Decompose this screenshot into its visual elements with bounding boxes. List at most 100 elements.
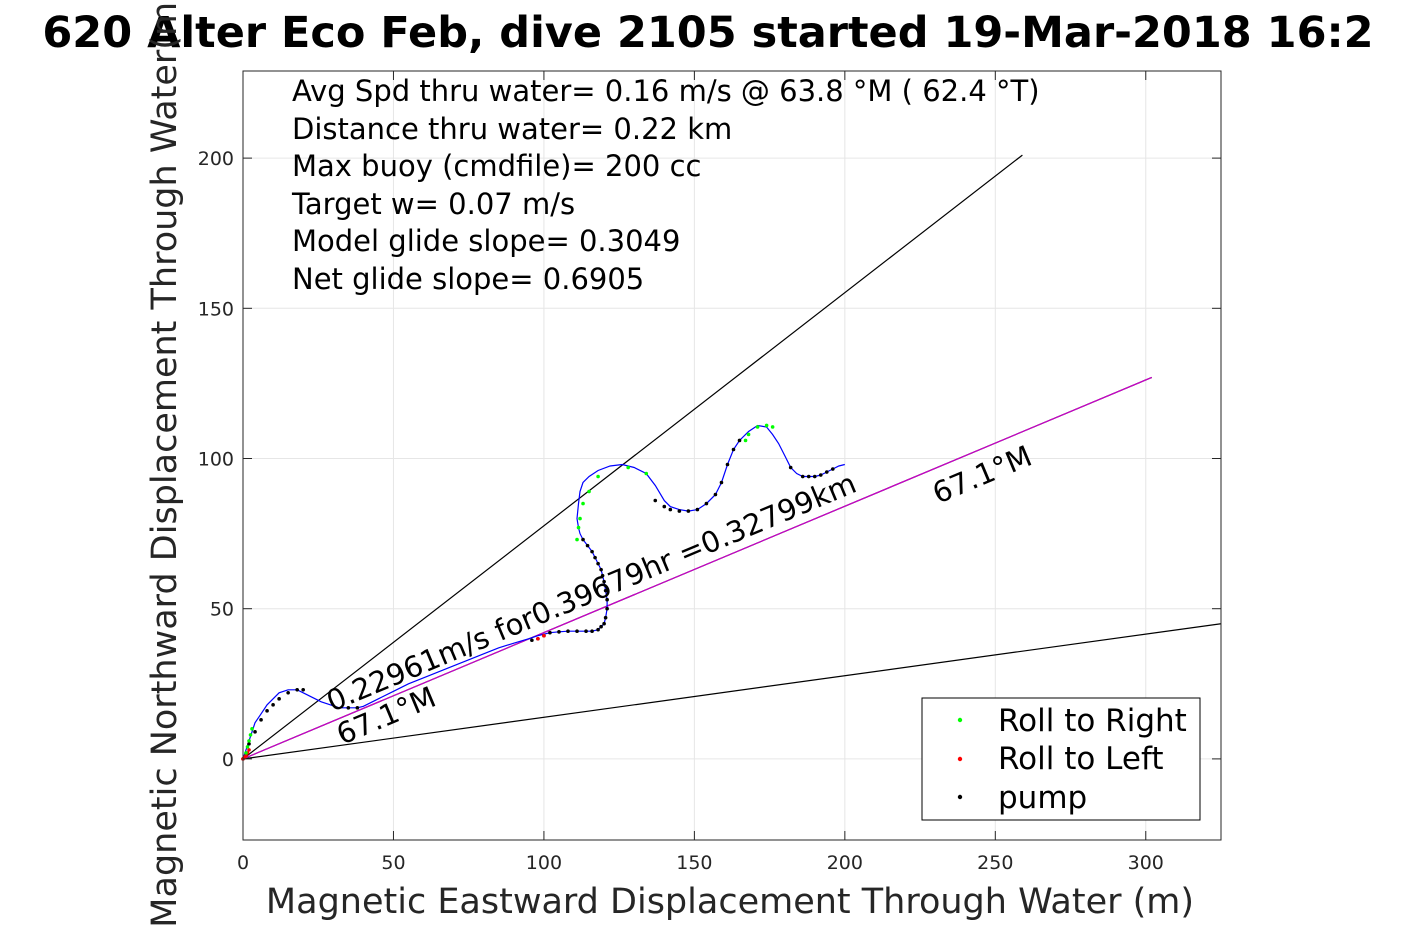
y-tick-label: 200	[198, 148, 234, 170]
pump-point	[731, 447, 736, 452]
pump-point	[812, 474, 817, 479]
pump-point	[824, 470, 829, 474]
roll-left-point	[247, 748, 251, 752]
y-axis-label: Magnetic Northward Displacement Through …	[145, 0, 185, 928]
info-target-w: Target w= 0.07 m/s	[291, 187, 575, 221]
pump-point	[590, 629, 594, 634]
pump-point	[662, 504, 667, 509]
pump-point	[695, 507, 700, 512]
reference-line-heading-magenta	[242, 376, 1153, 760]
reference-lines	[242, 154, 1222, 760]
pump-point	[600, 573, 605, 578]
pump-point	[355, 706, 360, 710]
pump-point	[247, 742, 251, 746]
pump-point	[602, 579, 606, 584]
y-tick-label: 50	[210, 599, 234, 621]
pump-point	[596, 627, 600, 632]
roll-right-point	[626, 465, 630, 470]
info-model-glide-slope: Model glide slope= 0.3049	[292, 224, 680, 258]
roll-right-point	[596, 474, 600, 479]
legend-box	[921, 697, 1201, 821]
y-tick-label: 100	[198, 449, 234, 471]
roll-left-point	[536, 636, 540, 641]
legend-marker-roll-left	[957, 756, 963, 762]
roll-right-point	[746, 432, 751, 437]
pump-point	[603, 615, 608, 620]
x-axis-label: Magnetic Eastward Displacement Through W…	[266, 882, 1194, 922]
info-net-glide-slope: Net glide slope= 0.6905	[292, 262, 644, 296]
pump-point	[603, 588, 608, 593]
pump-point	[566, 629, 570, 634]
legend-label-pump: pump	[998, 780, 1087, 816]
pump-point	[584, 629, 588, 634]
pump-point	[653, 498, 658, 503]
pump-point	[286, 691, 290, 695]
reference-line-glide-lower	[242, 623, 1222, 760]
legend: Roll to Right Roll to Left pump	[921, 697, 1201, 821]
pump-point	[806, 474, 811, 479]
x-tick-label: 100	[526, 852, 562, 874]
info-max-buoy: Max buoy (cmdfile)= 200 cc	[292, 149, 701, 183]
roll-right-point	[576, 525, 581, 530]
pump-point	[737, 438, 742, 443]
pump-point	[668, 507, 673, 512]
pump-point	[585, 543, 590, 548]
legend-label-roll-right: Roll to Right	[998, 703, 1187, 739]
pump-point	[590, 549, 594, 554]
x-tick-label: 150	[676, 852, 712, 874]
pump-point	[295, 688, 299, 692]
roll-right-point	[743, 438, 748, 443]
x-tick-label: 300	[1128, 852, 1164, 874]
pump-point	[301, 688, 305, 692]
axis-ticks	[242, 71, 1221, 840]
roll-right-point	[245, 745, 250, 749]
pump-point	[530, 638, 534, 643]
roll-right-point	[581, 501, 585, 506]
pump-point	[265, 709, 269, 713]
legend-marker-roll-right	[957, 717, 963, 723]
pump-point	[831, 467, 835, 471]
roll-right-point	[244, 751, 248, 755]
pump-point	[725, 462, 730, 467]
y-tick-label: 0	[222, 749, 234, 771]
roll-left-point	[244, 754, 248, 758]
pump-point	[346, 706, 351, 710]
roll-right-point	[578, 516, 582, 521]
roll-right-point	[764, 423, 769, 428]
pump-point	[713, 492, 718, 497]
data-points	[241, 423, 835, 761]
x-tick-label: 50	[381, 852, 405, 874]
pump-point	[277, 697, 281, 701]
pump-point	[581, 537, 585, 542]
x-tick-label: 0	[237, 852, 249, 874]
roll-right-point	[644, 471, 649, 476]
x-tick-label: 250	[977, 852, 1013, 874]
pump-point	[686, 509, 691, 513]
legend-marker-pump	[957, 794, 963, 800]
info-distance: Distance thru water= 0.22 km	[292, 112, 732, 146]
roll-right-point	[755, 425, 760, 429]
roll-right-point	[575, 537, 579, 542]
reference-line-glide-upper	[242, 154, 1023, 760]
pump-point	[788, 465, 793, 470]
info-avg-speed: Avg Spd thru water= 0.16 m/s @ 63.8 °M (…	[292, 74, 1040, 108]
roll-right-point	[248, 733, 253, 737]
info-text-block: Avg Spd thru water= 0.16 m/s @ 63.8 °M (…	[291, 74, 1040, 296]
pump-point	[602, 621, 606, 626]
pump-point	[605, 606, 609, 611]
pump-point	[719, 480, 724, 485]
pump-point	[271, 703, 275, 707]
roll-right-point	[587, 489, 591, 494]
roll-right-point	[250, 727, 254, 731]
pump-point	[596, 561, 600, 566]
pump-point	[548, 630, 552, 635]
legend-label-roll-left: Roll to Left	[998, 741, 1164, 777]
y-tick-label: 150	[198, 298, 234, 320]
pump-point	[599, 624, 603, 629]
pump-point	[259, 718, 263, 722]
pump-point	[800, 474, 805, 479]
pump-point	[557, 630, 561, 634]
roll-left-point	[542, 633, 546, 638]
pump-point	[593, 555, 597, 560]
roll-right-point	[770, 425, 775, 429]
